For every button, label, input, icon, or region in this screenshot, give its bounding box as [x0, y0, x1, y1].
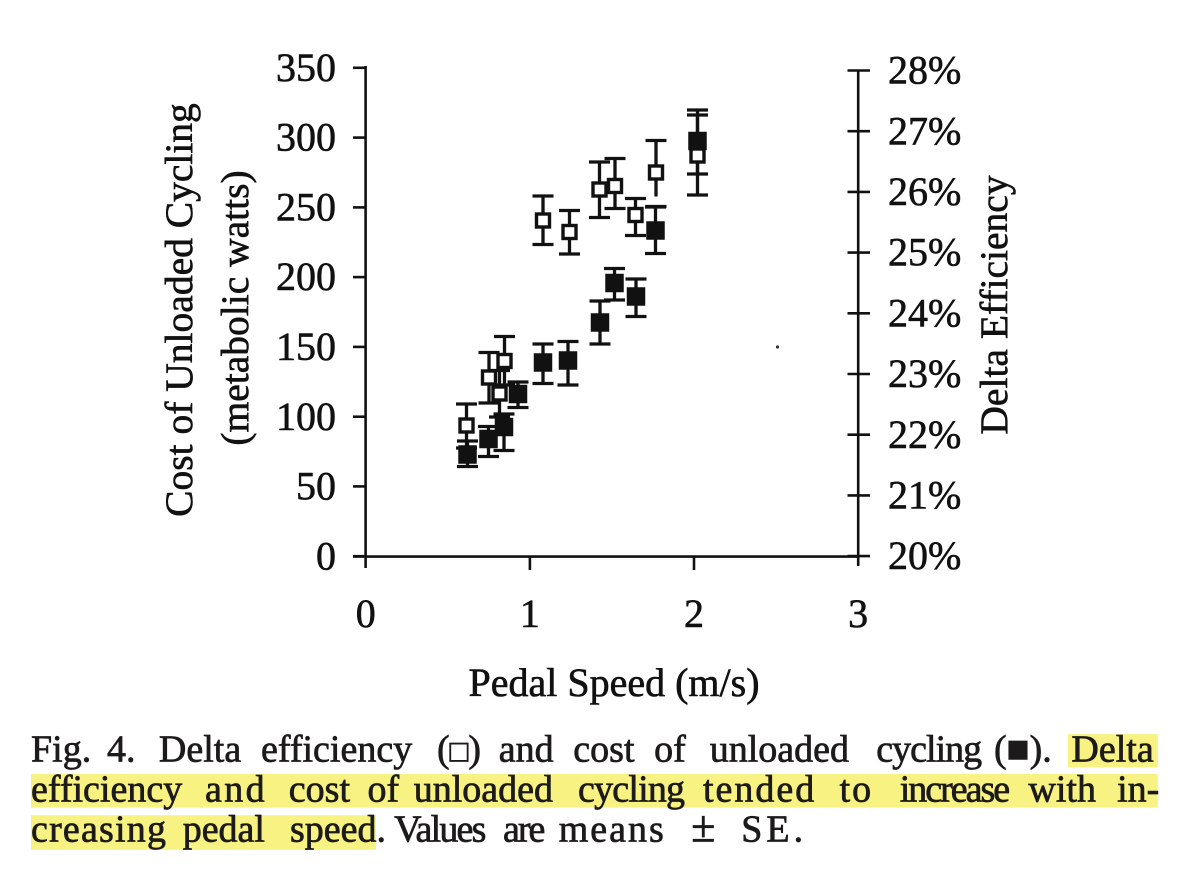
svg-text:26%: 26% [888, 169, 961, 214]
svg-text:150: 150 [276, 324, 336, 369]
svg-text:(metabolic watts): (metabolic watts) [213, 170, 257, 445]
svg-text:350: 350 [276, 45, 336, 90]
svg-text:250: 250 [276, 185, 336, 230]
svg-text:21%: 21% [888, 473, 961, 518]
svg-text:50: 50 [296, 464, 336, 509]
svg-text:100: 100 [276, 394, 336, 439]
svg-text:20%: 20% [888, 533, 961, 578]
svg-text:23%: 23% [888, 351, 961, 396]
svg-text:24%: 24% [888, 290, 961, 335]
svg-text:22%: 22% [888, 412, 961, 457]
svg-text:2: 2 [684, 591, 704, 636]
svg-text:Cost of Unloaded Cycling: Cost of Unloaded Cycling [157, 103, 201, 517]
svg-text:Delta Efficiency: Delta Efficiency [972, 175, 1016, 434]
svg-text:300: 300 [276, 115, 336, 160]
svg-text:3: 3 [848, 591, 868, 636]
svg-text:200: 200 [276, 254, 336, 299]
svg-text:0: 0 [316, 533, 336, 578]
svg-text:1: 1 [520, 591, 540, 636]
svg-text:27%: 27% [888, 108, 961, 153]
svg-text:Pedal Speed (m/s): Pedal Speed (m/s) [468, 660, 759, 705]
svg-text:28%: 28% [888, 48, 961, 93]
svg-text:25%: 25% [888, 230, 961, 275]
svg-text:0: 0 [356, 591, 376, 636]
